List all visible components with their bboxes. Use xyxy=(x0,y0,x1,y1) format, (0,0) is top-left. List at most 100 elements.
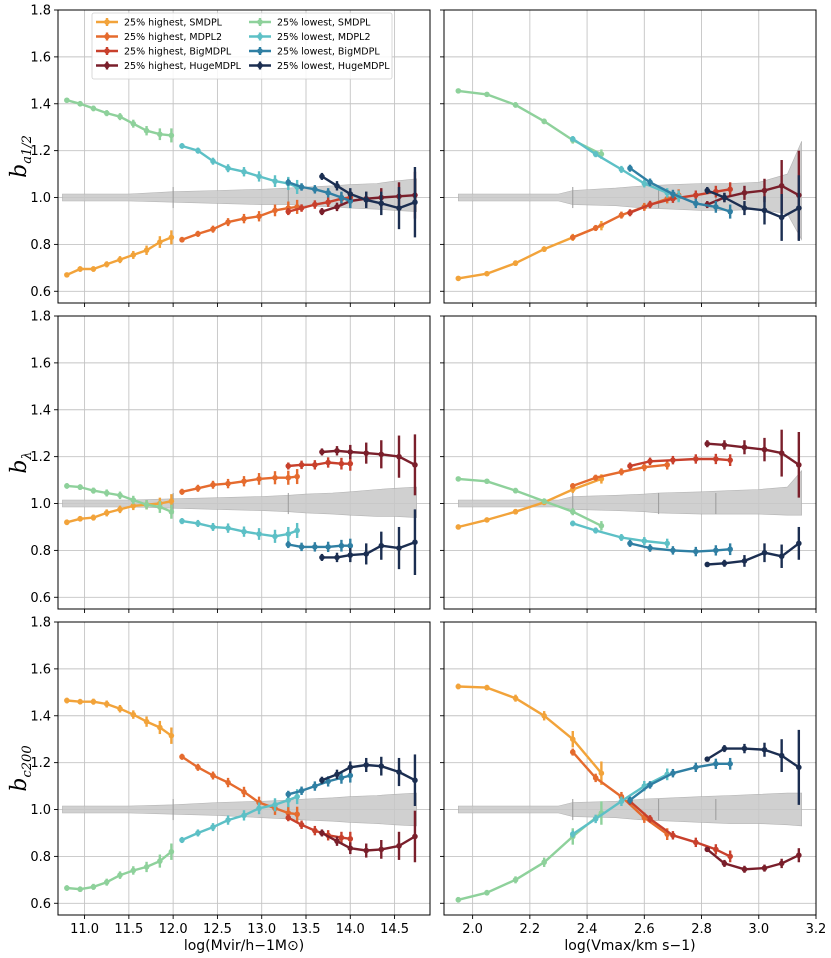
data-point xyxy=(378,763,385,769)
data-point xyxy=(670,191,676,197)
series-line xyxy=(458,477,602,529)
series-25-highest-mdpl2 xyxy=(179,753,300,822)
x-tick-label: 3.2 xyxy=(806,922,827,937)
series-25-lowest-hugemdpl xyxy=(319,509,418,576)
data-point xyxy=(225,219,231,225)
legend-label: 25% lowest, HugeMDPL xyxy=(277,61,390,72)
legend-label: 25% lowest, SMDPL xyxy=(277,18,371,29)
x-tick-label: 14.0 xyxy=(336,922,365,937)
data-point xyxy=(195,147,201,154)
y-tick-label: 1.0 xyxy=(30,497,51,512)
data-point xyxy=(627,797,633,803)
y-tick-label: 1.0 xyxy=(30,191,51,206)
y-tick-label: 0.8 xyxy=(30,238,51,253)
data-point xyxy=(569,508,576,515)
series-25-lowest-smdpl xyxy=(64,843,175,893)
data-point xyxy=(241,528,247,535)
data-point xyxy=(704,756,711,762)
data-point xyxy=(541,498,547,504)
y-axis-label-main: b xyxy=(7,164,32,178)
data-point xyxy=(641,180,648,187)
legend-swatch-marker xyxy=(257,62,263,69)
panel-middle-right xyxy=(440,315,817,613)
data-point xyxy=(741,745,748,752)
data-point xyxy=(294,793,300,800)
series-line xyxy=(458,685,603,774)
data-point xyxy=(727,853,733,860)
x-tick-label: 14.5 xyxy=(380,922,409,937)
data-point xyxy=(325,544,331,550)
data-point xyxy=(713,846,719,853)
scatter-band xyxy=(62,486,417,518)
y-axis-label-sub: c200 xyxy=(20,745,35,777)
data-point xyxy=(168,508,175,515)
data-point xyxy=(256,173,262,180)
data-point xyxy=(541,118,547,125)
y-tick-label: 1.6 xyxy=(30,50,51,65)
data-point xyxy=(117,492,123,499)
data-point xyxy=(319,777,325,784)
data-point xyxy=(512,260,519,266)
data-point xyxy=(338,542,345,549)
data-point xyxy=(778,752,785,759)
panel-bottom-right: 2.0 2.2 2.4 2.6 2.8 3.0 3.2 log(Vmax/km s−1) xyxy=(440,621,827,954)
data-point xyxy=(179,489,185,495)
data-point xyxy=(90,487,97,494)
series-25-highest-bigmdpl xyxy=(627,453,733,470)
plot-background xyxy=(58,622,430,915)
y-axis-label: bλ xyxy=(7,451,35,473)
data-point xyxy=(195,764,201,771)
data-point xyxy=(272,802,278,808)
data-point xyxy=(512,102,519,108)
y-axis-label-main: b xyxy=(7,460,32,474)
series-25-lowest-mdpl2 xyxy=(179,518,300,543)
data-point xyxy=(618,166,625,173)
x-tick-label: 13.0 xyxy=(247,922,276,937)
y-tick-label: 1.8 xyxy=(30,310,51,325)
y-tick-label: 1.2 xyxy=(30,450,51,465)
legend-entry: 25% lowest, MDPL2 xyxy=(249,32,371,43)
legend-entry: 25% highest, SMDPL xyxy=(96,18,223,29)
data-point xyxy=(64,483,70,489)
data-point xyxy=(210,772,216,779)
data-point xyxy=(90,884,97,890)
data-point xyxy=(347,191,354,197)
data-point xyxy=(90,698,97,705)
series-line xyxy=(706,848,800,871)
legend-swatch-marker xyxy=(104,48,110,54)
data-point xyxy=(704,187,711,194)
data-point xyxy=(378,542,385,549)
data-point xyxy=(484,684,490,691)
data-point xyxy=(741,866,748,873)
data-point xyxy=(256,213,262,220)
data-point xyxy=(396,843,402,849)
data-point xyxy=(298,462,305,468)
data-point xyxy=(285,208,292,215)
data-point xyxy=(319,830,325,836)
data-point xyxy=(618,469,625,475)
series-line xyxy=(458,477,602,527)
plot-frame xyxy=(57,315,431,610)
data-point xyxy=(179,837,185,843)
data-point xyxy=(77,484,83,490)
y-tick-label: 1.2 xyxy=(30,144,51,159)
data-point xyxy=(347,449,354,455)
x-tick-label: 3.0 xyxy=(748,922,769,937)
data-point xyxy=(512,695,519,701)
data-point xyxy=(704,846,711,853)
panel-middle-left: 0.6 0.8 1.0 1.2 1.4 1.6 1.8 bλ xyxy=(7,310,431,613)
x-tick-label: 2.2 xyxy=(520,922,541,937)
data-point xyxy=(64,519,70,526)
data-point xyxy=(627,209,633,216)
series-25-highest-hugemdpl xyxy=(704,429,802,498)
data-point xyxy=(670,770,676,776)
data-point xyxy=(285,179,292,186)
series-25-highest-mdpl2 xyxy=(569,460,670,489)
data-point xyxy=(541,712,547,719)
data-point xyxy=(64,272,70,278)
data-point xyxy=(727,208,733,215)
data-point xyxy=(721,560,728,567)
series-25-lowest-mdpl2 xyxy=(179,789,300,844)
data-point xyxy=(347,772,354,779)
data-point xyxy=(670,457,676,463)
